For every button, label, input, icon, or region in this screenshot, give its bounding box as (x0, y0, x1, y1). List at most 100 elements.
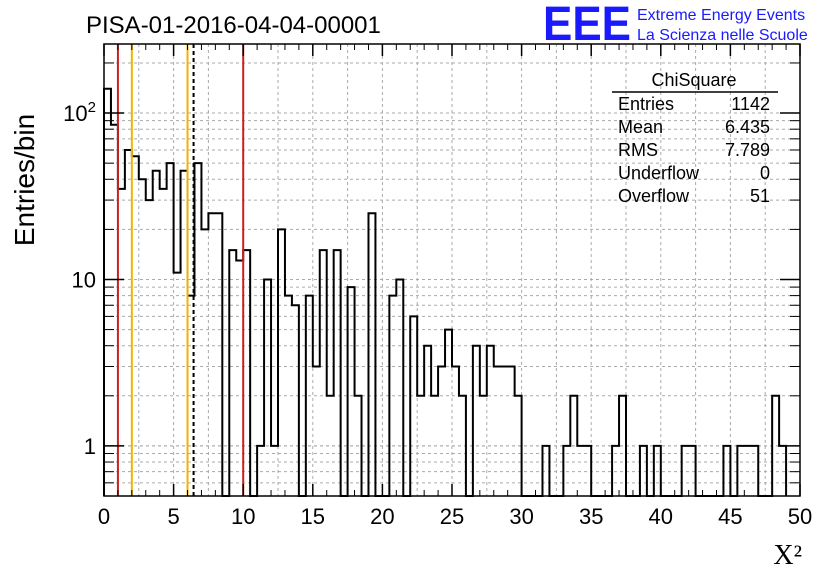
histogram-bin (236, 261, 243, 496)
histogram-bin (689, 446, 696, 496)
stats-label: Mean (618, 117, 663, 137)
histogram-bin (181, 171, 188, 496)
histogram-bin (257, 446, 264, 496)
histogram-bin (737, 446, 744, 496)
vertical-markers (116, 44, 245, 496)
histogram-bin (424, 346, 431, 496)
histogram-bin (682, 446, 689, 496)
histogram-outline (103, 87, 788, 497)
histogram-bin (542, 446, 549, 496)
chart-title: PISA-01-2016-04-04-00001 (86, 12, 381, 39)
histogram-bin (410, 316, 417, 496)
histogram-bin (779, 446, 786, 496)
histogram-bin (487, 346, 494, 496)
histogram-bin (125, 150, 132, 496)
histogram-bin (480, 396, 487, 496)
histogram-bin (508, 366, 515, 496)
histogram-bin (368, 213, 375, 496)
histogram-bin (320, 250, 327, 496)
histogram-bin (417, 396, 424, 496)
histogram-bin (153, 171, 160, 496)
histogram-bin (744, 446, 751, 496)
histogram-bin (438, 366, 445, 496)
histogram-bin (215, 213, 222, 496)
histogram-bin (473, 346, 480, 496)
stats-label: RMS (618, 140, 658, 160)
histogram-bin (174, 273, 181, 496)
grid-layer (104, 44, 800, 496)
histogram-bin (278, 229, 285, 496)
histogram-bin (389, 296, 396, 496)
histogram-bin (146, 200, 153, 496)
stats-value: 51 (750, 186, 770, 206)
stats-value: 0 (760, 163, 770, 183)
x-tick-label: 10 (231, 504, 255, 529)
histogram-bin (619, 396, 626, 496)
y-tick-label: 1 (84, 434, 96, 459)
histogram-bin (654, 446, 661, 496)
x-tick-label: 50 (788, 504, 812, 529)
stats-label: Entries (618, 94, 674, 114)
stats-label: Overflow (618, 186, 690, 206)
histogram-bin (201, 229, 208, 496)
histogram-bin (132, 156, 139, 496)
histogram-bin (194, 163, 201, 496)
histogram-bin (494, 366, 501, 496)
x-tick-label: 5 (167, 504, 179, 529)
histogram-bin (285, 296, 292, 496)
stats-value: 1142 (731, 94, 770, 114)
histogram-bin (452, 366, 459, 496)
y-tick-label: 102 (63, 99, 96, 126)
histogram-bin (118, 189, 125, 496)
histogram-bin (431, 396, 438, 496)
histogram-bin (334, 250, 341, 496)
x-tick-label: 35 (579, 504, 603, 529)
histogram-bin (313, 366, 320, 496)
histogram-bin (563, 446, 570, 496)
logo-line-2: La Scienza nelle Scuole (637, 27, 808, 44)
x-tick-label: 15 (301, 504, 325, 529)
stats-label: Underflow (618, 163, 700, 183)
x-tick-label: 20 (370, 504, 394, 529)
histogram-bin (229, 250, 236, 496)
histogram-bin (612, 446, 619, 496)
histogram-bin (271, 446, 278, 496)
y-axis-label: Entries/bin (9, 114, 40, 246)
histogram-bin (160, 189, 167, 496)
eee-logo-mark: EEE (543, 0, 631, 51)
histogram-bin (306, 296, 313, 496)
histogram-bin (459, 396, 466, 496)
histogram-bin (355, 396, 362, 496)
histogram-bin (243, 250, 250, 496)
histogram-bin (348, 287, 355, 496)
y-tick-label: 10 (72, 267, 96, 292)
x-tick-label: 30 (509, 504, 533, 529)
x-tick-label: 0 (98, 504, 110, 529)
histogram-bin (167, 163, 174, 496)
x-tick-label: 25 (440, 504, 464, 529)
histogram-bin (327, 396, 334, 496)
logo-line-1: Extreme Energy Events (637, 7, 805, 24)
histogram-bin (515, 396, 522, 496)
histogram-bin (208, 213, 215, 496)
x-tick-label: 40 (649, 504, 673, 529)
y-tick-exponent: 2 (88, 99, 96, 116)
histogram-bin (292, 305, 299, 496)
histogram-bin (445, 330, 452, 496)
histogram-bin (501, 366, 508, 496)
histogram-bin (139, 179, 146, 496)
histogram-bin (584, 446, 591, 496)
histogram-bin (577, 446, 584, 496)
stats-box: ChiSquare Entries 1142 Mean 6.435 RMS 7.789 Un… (612, 70, 778, 206)
histogram-bin (264, 279, 271, 496)
histogram (103, 87, 788, 497)
x-axis-label: X² (773, 540, 802, 571)
histogram-bin (723, 446, 730, 496)
histogram-bin (772, 396, 779, 496)
x-tick-label: 45 (718, 504, 742, 529)
stats-title: ChiSquare (651, 70, 736, 90)
histogram-bin (111, 125, 118, 496)
stats-value: 6.435 (725, 117, 770, 137)
